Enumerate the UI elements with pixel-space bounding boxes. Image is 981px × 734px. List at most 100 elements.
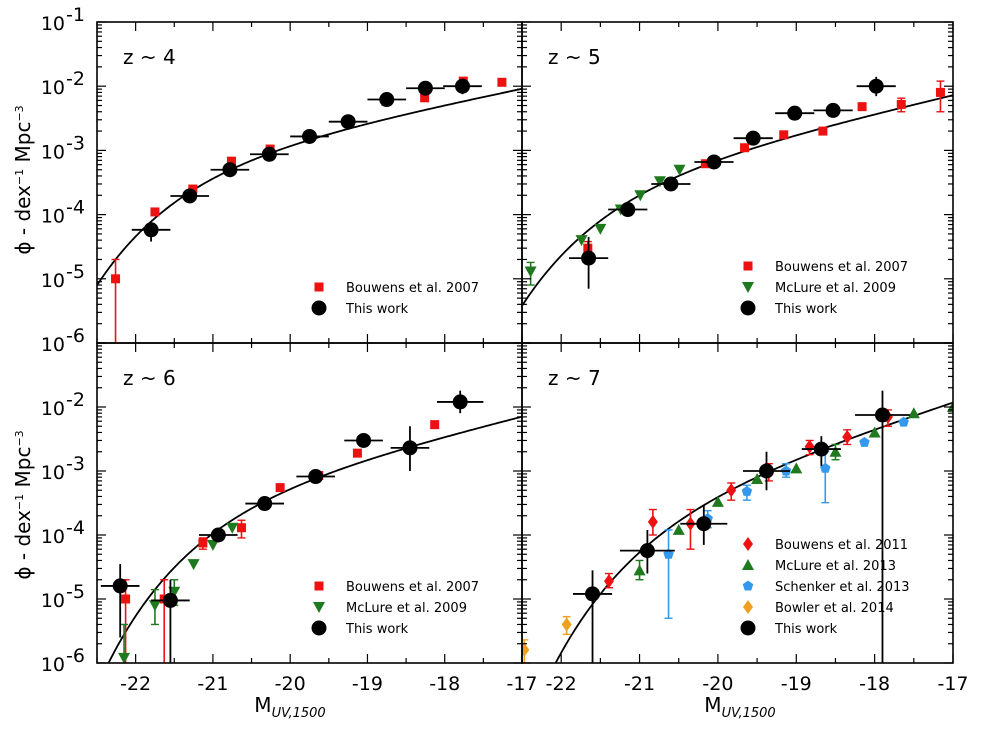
mclure2013-point <box>711 495 724 507</box>
bouwens2007-point <box>198 538 208 548</box>
mclure2009-point <box>187 559 200 571</box>
this_work-point <box>257 496 273 512</box>
panel-frame <box>521 342 954 664</box>
mclure2013-point <box>751 472 764 484</box>
schenker2013-point <box>898 416 909 427</box>
bouwens2007-point <box>700 159 710 169</box>
bouwens2007-point <box>420 93 430 103</box>
y-tick-label: 10 <box>41 270 65 292</box>
this_work-point <box>874 407 890 423</box>
y-tick-label: 10 <box>41 398 65 420</box>
bouwens2007-point <box>779 130 789 140</box>
x-tick-label: -17 <box>506 673 537 695</box>
x-tick-label: -22 <box>546 673 577 695</box>
bouwens2007-point <box>275 483 285 493</box>
y-tick-label-exponent: -3 <box>66 132 85 154</box>
mclure2009-point <box>634 190 647 202</box>
bouwens2007-point <box>237 523 246 533</box>
y-tick-label-exponent: -4 <box>66 197 85 219</box>
legend-label-bouwens2007: Bouwens et al. 2007 <box>346 580 479 595</box>
this_work-point <box>620 202 636 218</box>
legend-label-bowler2014: Bowler et al. 2014 <box>775 601 894 616</box>
y-tick-label: 10 <box>41 13 65 35</box>
bouwens2011-point <box>603 574 614 589</box>
y-tick-label-exponent: -6 <box>66 325 85 347</box>
panel-2 <box>522 76 953 307</box>
this_work-point <box>663 176 679 192</box>
y-tick-label-exponent: -2 <box>66 68 85 90</box>
schenker2013-point <box>820 462 831 473</box>
this_work-point <box>585 586 601 602</box>
y-tick-label-exponent: -4 <box>66 517 85 539</box>
mclure2013-point <box>790 462 803 474</box>
legend-label-mclure2013: McLure et al. 2013 <box>775 559 896 574</box>
x-tick-label: -20 <box>275 673 306 695</box>
legend-label-schenker2013: Schenker et al. 2013 <box>775 580 910 595</box>
this_work-point <box>162 592 178 608</box>
y-tick-label-exponent: -5 <box>66 261 85 283</box>
y-tick-label-exponent: -6 <box>66 645 85 667</box>
bowler2014-point <box>522 642 530 657</box>
x-tick-label: -19 <box>781 673 812 695</box>
mclure2013-point <box>672 523 685 535</box>
schechter-fit-line <box>522 94 953 307</box>
bouwens2007-point <box>188 184 198 194</box>
x-tick-label: -21 <box>197 673 228 695</box>
panel-label: z ~ 7 <box>548 366 601 390</box>
this_work-point <box>340 114 356 130</box>
mclure2009-point <box>594 223 607 235</box>
legend-marker-this_work <box>311 300 327 316</box>
this_work-point <box>696 516 712 532</box>
x-tick-label: -22 <box>120 673 151 695</box>
panel-label: z ~ 6 <box>123 366 176 390</box>
mclure2013-point <box>868 426 881 438</box>
y-tick-label: 10 <box>41 590 65 612</box>
panel-3 <box>100 390 522 663</box>
y-axis-label-bottom: ϕ - dex−1 Mpc−3 <box>11 430 35 579</box>
bouwens2007-point <box>857 102 867 112</box>
legend-label-bouwens2007: Bouwens et al. 2007 <box>775 260 908 275</box>
legend-label-mclure2009: McLure et al. 2009 <box>346 601 467 616</box>
schechter-fit-line <box>97 87 522 286</box>
mclure2009-point <box>524 266 537 278</box>
bouwens2007-point <box>497 77 507 87</box>
legend-label-mclure2009: McLure et al. 2009 <box>775 281 896 296</box>
y-tick-label-exponent: -3 <box>66 453 85 475</box>
y-axis-label-top: ϕ - dex−1 Mpc−3 <box>11 105 35 254</box>
legend-marker-bouwens2007 <box>314 282 324 292</box>
bouwens2007-point <box>935 87 945 97</box>
this_work-point <box>581 250 597 266</box>
legend-marker-bouwens2007 <box>743 261 753 271</box>
panel-4 <box>522 390 953 663</box>
mclure2009-point <box>206 539 219 551</box>
x-axis-label-right: MUV,1500 <box>704 693 775 721</box>
bouwens2011-point <box>804 439 815 454</box>
legend-label-this_work: This work <box>774 622 838 637</box>
mclure2009-point <box>226 522 239 534</box>
legend-marker-bouwens2011 <box>743 537 753 551</box>
bouwens2007-point <box>818 126 828 136</box>
legend-marker-mclure2013 <box>742 559 754 570</box>
y-tick-label: 10 <box>41 462 65 484</box>
this_work-point <box>210 527 226 543</box>
mclure2009-point <box>673 164 686 176</box>
this_work-point <box>758 463 774 479</box>
this_work-point <box>452 394 468 410</box>
this_work-point <box>813 441 829 457</box>
panel-1 <box>97 76 522 343</box>
mclure2013-point <box>633 564 646 576</box>
legend-marker-this_work <box>740 620 756 636</box>
this_work-point <box>143 222 159 238</box>
bouwens2011-point <box>726 483 737 498</box>
panel-label: z ~ 5 <box>548 45 601 69</box>
schenker2013-point <box>741 485 753 496</box>
this_work-point <box>639 543 655 559</box>
legend-label-this_work: This work <box>774 302 838 317</box>
y-tick-label: 10 <box>41 206 65 228</box>
legend-marker-mclure2009 <box>313 602 325 613</box>
bowler2014-point <box>561 617 572 632</box>
legend-label-bouwens2007: Bouwens et al. 2007 <box>346 281 479 296</box>
this_work-point <box>745 130 761 146</box>
legend-marker-this_work <box>740 300 756 316</box>
